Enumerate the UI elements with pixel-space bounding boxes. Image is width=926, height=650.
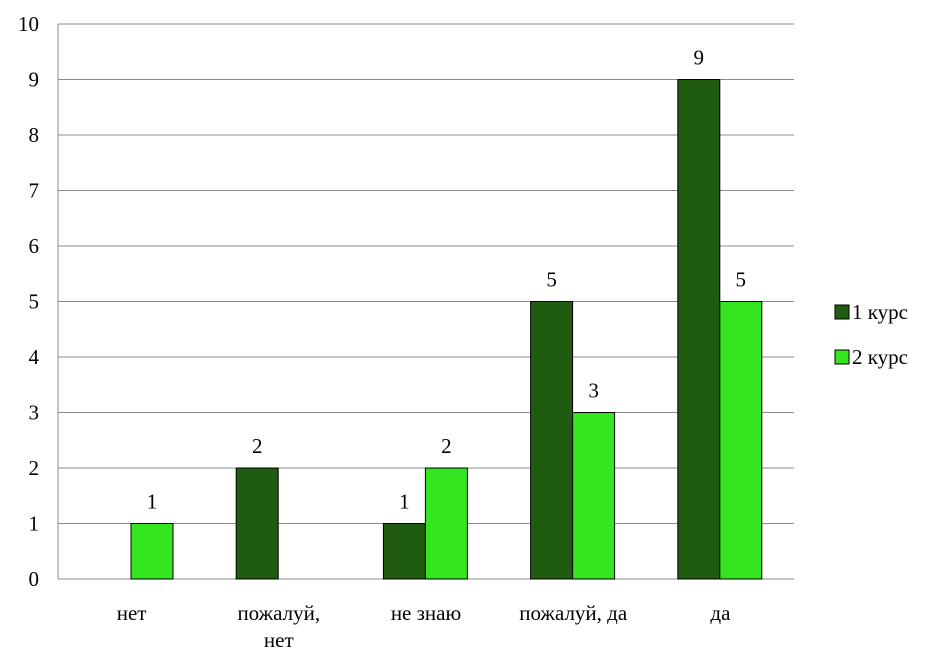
data-label: 5 xyxy=(736,268,747,292)
gridlines xyxy=(57,23,794,580)
data-label: 2 xyxy=(441,434,452,458)
y-tick-label: 5 xyxy=(29,290,40,314)
bar xyxy=(235,467,279,580)
y-tick-label: 8 xyxy=(29,123,40,147)
bar xyxy=(424,467,468,580)
data-label: 2 xyxy=(252,434,263,458)
y-tick-label: 4 xyxy=(29,345,40,369)
legend: 1 курс 2 курс xyxy=(834,300,908,369)
y-tick-label: 2 xyxy=(29,456,40,480)
bar xyxy=(677,79,721,580)
category-label: да xyxy=(710,601,731,625)
bars xyxy=(130,79,763,580)
data-label: 9 xyxy=(694,46,705,70)
bar xyxy=(382,523,426,580)
y-tick-label: 6 xyxy=(29,234,40,258)
legend-swatch xyxy=(834,304,850,320)
data-label: 3 xyxy=(588,379,599,403)
legend-swatch xyxy=(834,349,850,365)
category-label: пожалуй, да xyxy=(519,601,628,625)
y-tick-label: 7 xyxy=(29,179,40,203)
data-label: 1 xyxy=(147,490,158,514)
category-label: нет xyxy=(117,601,147,625)
y-tick-label: 3 xyxy=(29,401,40,425)
y-tick-label: 9 xyxy=(29,68,40,92)
bar xyxy=(572,412,616,580)
category-label: не знаю xyxy=(391,601,461,625)
bar xyxy=(530,301,574,580)
data-label: 1 xyxy=(399,490,410,514)
category-label: нет xyxy=(264,628,294,650)
data-labels: 1 2 1 2 5 3 9 5 xyxy=(147,46,746,514)
y-tick-label: 1 xyxy=(29,512,40,536)
legend-label: 2 курс xyxy=(852,345,908,369)
bar xyxy=(130,523,174,580)
y-axis-ticks: 0 1 2 3 4 5 6 7 8 9 10 xyxy=(18,12,40,591)
legend-label: 1 курс xyxy=(852,300,908,324)
x-axis-categories: нет пожалуй, нет не знаю пожалуй, да да xyxy=(117,601,731,650)
category-label: пожалуй, xyxy=(237,601,320,625)
y-tick-label: 10 xyxy=(18,12,39,36)
bar xyxy=(719,301,763,580)
y-tick-label: 0 xyxy=(29,567,40,591)
data-label: 5 xyxy=(546,268,557,292)
